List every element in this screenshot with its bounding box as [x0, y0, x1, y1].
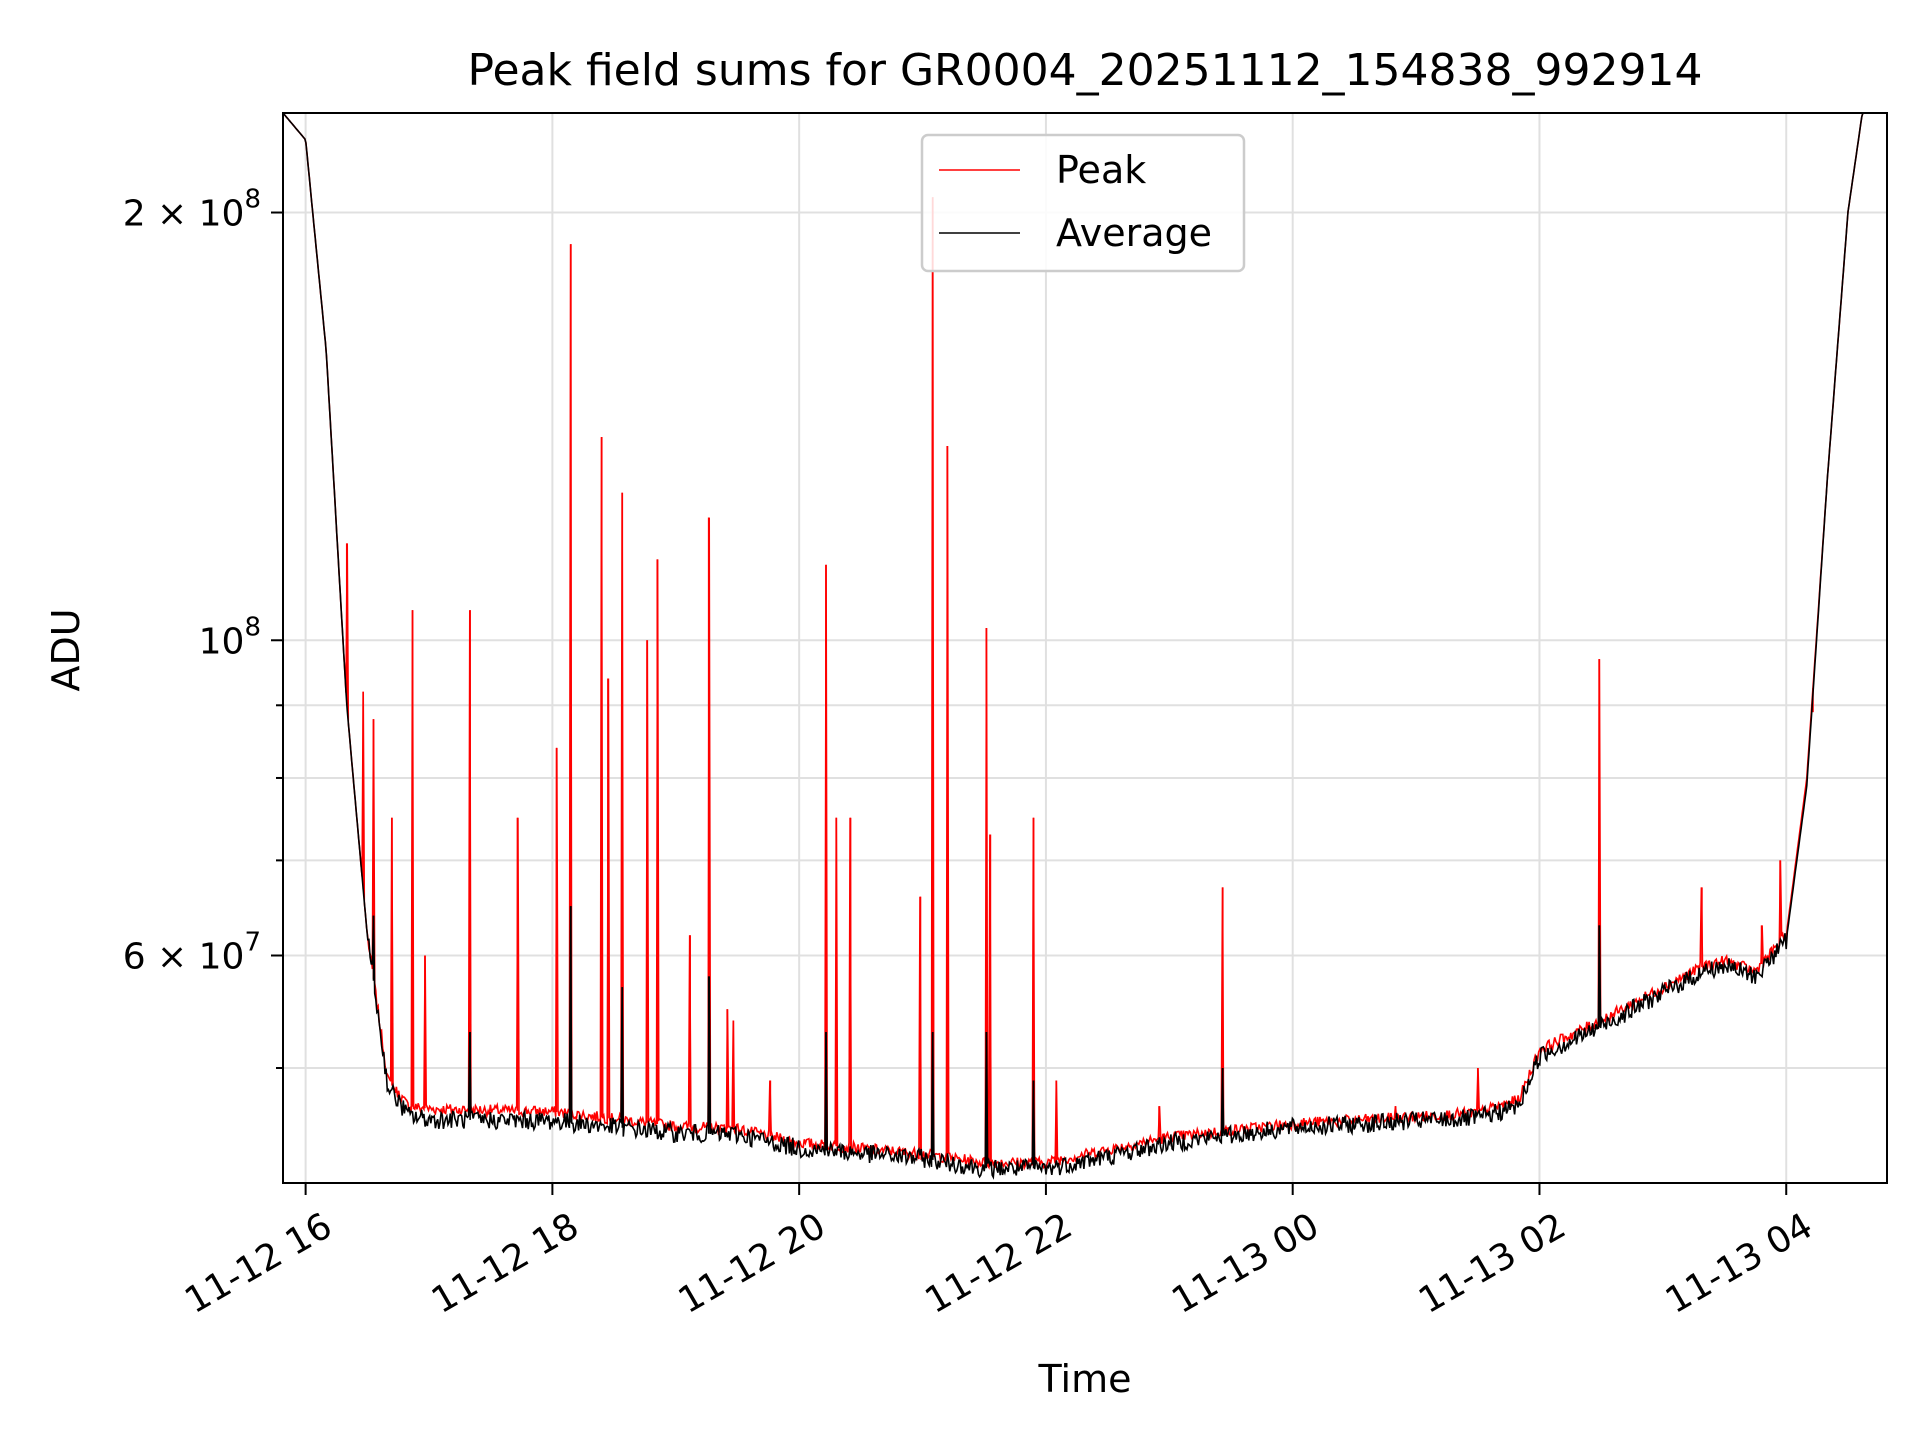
series-average-line: [283, 113, 1887, 1180]
series-peak-line: [283, 113, 1887, 1171]
y-tick-label: 108: [199, 612, 261, 662]
plot-frame: [282, 112, 1888, 1184]
grid: [283, 113, 1887, 1183]
series-layer: [283, 113, 1887, 1180]
y-tick-label: 6 × 107: [123, 928, 261, 978]
y-axis-label: ADU: [44, 608, 88, 691]
legend-average-label: Average: [1056, 211, 1212, 255]
y-tick-label: 2 × 108: [123, 185, 261, 235]
chart-title: Peak field sums for GR0004_20251112_1548…: [468, 45, 1703, 96]
x-axis-label: Time: [1038, 1357, 1132, 1401]
legend-box: [920, 133, 1246, 273]
legend: Peak Average: [920, 133, 1246, 273]
legend-peak-label: Peak: [1056, 148, 1146, 192]
